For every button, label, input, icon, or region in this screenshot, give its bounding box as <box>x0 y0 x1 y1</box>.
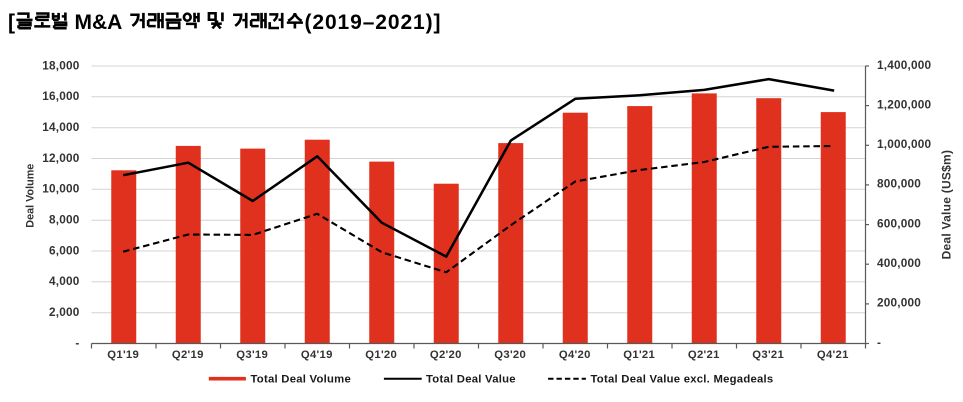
svg-text:18,000: 18,000 <box>42 58 80 72</box>
svg-text:1,400,000: 1,400,000 <box>877 58 932 72</box>
svg-text:Q3'21: Q3'21 <box>752 349 784 361</box>
svg-text:Q1'20: Q1'20 <box>365 349 397 361</box>
svg-text:200,000: 200,000 <box>877 296 921 310</box>
svg-text:10,000: 10,000 <box>42 182 80 196</box>
svg-text:12,000: 12,000 <box>42 151 80 165</box>
svg-text:800,000: 800,000 <box>877 177 921 191</box>
svg-text:Q3'19: Q3'19 <box>236 349 268 361</box>
svg-text:[: [ <box>8 11 15 34</box>
svg-text:M&A: M&A <box>75 11 123 34</box>
svg-text:Q1'21: Q1'21 <box>623 349 655 361</box>
svg-text:Total Deal Value: Total Deal Value <box>426 374 516 386</box>
svg-text:8,000: 8,000 <box>49 213 80 227</box>
svg-text:Q3'20: Q3'20 <box>494 349 526 361</box>
svg-text:600,000: 600,000 <box>877 216 921 230</box>
svg-text:14,000: 14,000 <box>42 120 80 134</box>
svg-text:1,000,000: 1,000,000 <box>877 137 932 151</box>
svg-text:Q4'20: Q4'20 <box>559 349 591 361</box>
svg-text:Q4'21: Q4'21 <box>817 349 849 361</box>
svg-text:400,000: 400,000 <box>877 256 921 270</box>
svg-text:Total Deal Volume: Total Deal Volume <box>251 374 352 386</box>
svg-text:-: - <box>877 335 881 349</box>
svg-text:16,000: 16,000 <box>42 89 80 103</box>
svg-text:1,200,000: 1,200,000 <box>877 97 932 111</box>
svg-text:(2019–2021)]: (2019–2021)] <box>305 11 442 34</box>
svg-text:Q2'21: Q2'21 <box>688 349 720 361</box>
svg-text:Q2'20: Q2'20 <box>430 349 462 361</box>
svg-text:-: - <box>75 336 79 350</box>
svg-text:Q4'19: Q4'19 <box>301 349 333 361</box>
svg-text:6,000: 6,000 <box>49 243 80 257</box>
svg-text:Q1'19: Q1'19 <box>107 349 139 361</box>
svg-text:Deal Value (US$m): Deal Value (US$m) <box>940 150 954 260</box>
svg-text:Total Deal Value excl. Megadea: Total Deal Value excl. Megadeals <box>591 374 774 386</box>
svg-text:Q2'19: Q2'19 <box>172 349 204 361</box>
svg-text:4,000: 4,000 <box>49 274 80 288</box>
svg-text:Deal Volume: Deal Volume <box>25 164 37 228</box>
svg-text:2,000: 2,000 <box>49 305 80 319</box>
